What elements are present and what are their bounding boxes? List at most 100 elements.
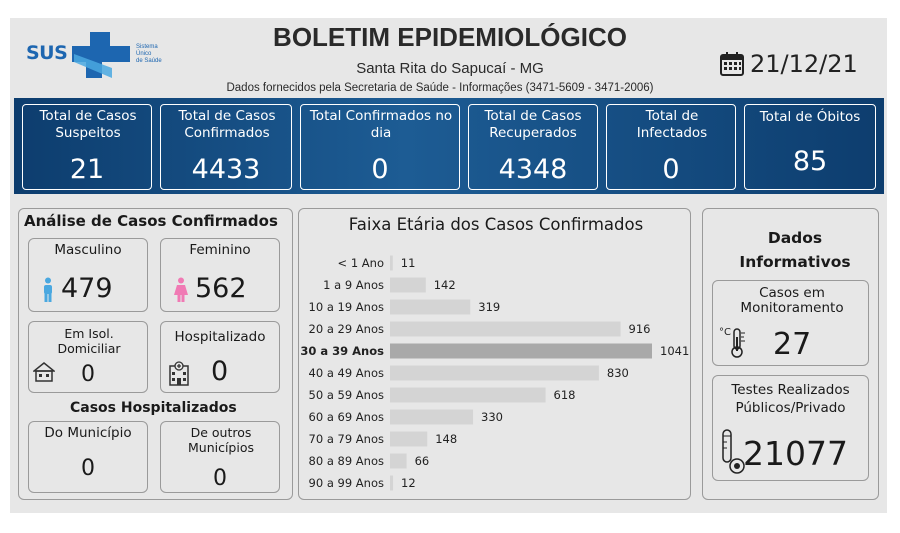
female-card: Feminino 562 xyxy=(160,238,280,312)
age-bar xyxy=(390,365,599,381)
source-note: Dados fornecidos pela Secretaria de Saúd… xyxy=(226,82,654,94)
hospitalized-label: Hospitalizado xyxy=(174,329,266,345)
outros-label: De outros Municípios xyxy=(187,425,254,455)
age-category-label: 1 a 9 Anos xyxy=(323,278,384,292)
house-icon xyxy=(33,362,55,382)
age-category-label: 80 a 89 Anos xyxy=(309,454,384,468)
monitoring-label: Casos em Monitoramento xyxy=(740,285,844,316)
age-bar-value: 148 xyxy=(435,432,457,446)
municipio-value: 0 xyxy=(81,456,95,481)
kpi-value: 4433 xyxy=(191,154,261,185)
kpi-value: 21 xyxy=(69,154,105,185)
age-category-label: 20 a 29 Anos xyxy=(309,322,384,336)
age-category-label: < 1 Ano xyxy=(338,256,384,270)
female-label: Feminino xyxy=(189,242,251,258)
tests-value: 21077 xyxy=(743,434,848,473)
tests-card: Testes Realizados Públicos/Privado 21077 xyxy=(712,375,869,481)
age-category-label: 40 a 49 Anos xyxy=(309,366,384,380)
kpi-value: 85 xyxy=(792,146,828,177)
age-category-label: 10 a 19 Anos xyxy=(309,300,384,314)
date-text: 21/12/21 xyxy=(750,50,858,78)
thermometer-icon: °C xyxy=(719,327,745,358)
age-bar xyxy=(390,453,407,469)
age-bar-chart: < 1 Ano 11 1 a 9 Anos 142 10 a 19 Anos 319 20 … xyxy=(300,255,689,491)
logo-small-3: de Saúde xyxy=(136,58,162,64)
isolation-label: Em Isol. Domiciliar xyxy=(57,326,121,356)
age-bar xyxy=(390,255,393,271)
age-category-label: 60 a 69 Anos xyxy=(309,410,384,424)
kpi-confirmados-dia: Total Confirmados no dia 0 xyxy=(300,104,460,190)
age-bar-value: 618 xyxy=(554,388,576,402)
svg-text:°C: °C xyxy=(719,327,731,338)
age-category-label: 90 a 99 Anos xyxy=(309,476,384,490)
age-category-label: 30 a 39 Anos xyxy=(300,344,384,358)
calendar-icon xyxy=(720,52,744,76)
kpi-label: Total de Infectados xyxy=(636,108,708,141)
logo-small-2: Único xyxy=(136,51,152,57)
test-tube-icon xyxy=(722,429,745,474)
report-date: 21/12/21 xyxy=(718,50,858,78)
kpi-obitos: Total de Óbitos 85 xyxy=(744,104,876,190)
logo-small-1: Sistema xyxy=(136,44,158,50)
kpi-suspeitos: Total de Casos Suspeitos 21 xyxy=(22,104,152,190)
municipio-card: Do Município 0 xyxy=(28,421,148,493)
isolation-card: Em Isol. Domiciliar 0 xyxy=(28,321,148,393)
hospitalized-card: Hospitalizado 0 xyxy=(160,321,280,393)
kpi-label: Total de Casos Recuperados xyxy=(484,108,582,141)
kpi-value: 0 xyxy=(662,154,680,185)
age-bar xyxy=(390,387,546,403)
kpi-infectados: Total de Infectados 0 xyxy=(606,104,736,190)
age-bar-value: 830 xyxy=(607,366,629,380)
municipio-label: Do Município xyxy=(44,425,132,441)
monitoring-value: 27 xyxy=(773,327,812,362)
age-category-label: 70 a 79 Anos xyxy=(309,432,384,446)
age-category-label: 50 a 59 Anos xyxy=(309,388,384,402)
age-bar xyxy=(390,409,474,425)
sus-logo: SUS Sistema Único de Saúde xyxy=(26,30,176,78)
kpi-label: Total de Casos Suspeitos xyxy=(39,108,137,141)
logo-text: SUS xyxy=(26,42,68,64)
age-bar-value: 11 xyxy=(401,256,416,270)
age-bar-value: 319 xyxy=(478,300,500,314)
age-bar xyxy=(390,299,471,315)
kpi-recuperados: Total de Casos Recuperados 4348 xyxy=(468,104,598,190)
age-bar xyxy=(390,343,652,359)
isolation-value: 0 xyxy=(81,362,95,387)
kpi-banner xyxy=(14,98,884,194)
male-value: 479 xyxy=(61,273,113,304)
kpi-label: Total de Casos Confirmados xyxy=(178,108,276,141)
age-bar xyxy=(390,475,394,491)
city-subtitle: Santa Rita do Sapucaí - MG xyxy=(356,60,544,77)
kpi-value: 4348 xyxy=(498,154,568,185)
kpi-label: Total de Óbitos xyxy=(759,109,861,125)
age-bar-value: 12 xyxy=(401,476,416,490)
sus-cross-icon xyxy=(72,32,130,78)
male-label: Masculino xyxy=(54,242,122,258)
male-icon xyxy=(44,277,52,302)
age-bar-value: 142 xyxy=(434,278,456,292)
age-bar xyxy=(390,321,621,337)
hospitalized-value: 0 xyxy=(211,356,229,387)
age-bar xyxy=(390,277,426,293)
female-value: 562 xyxy=(195,273,247,304)
male-card: Masculino 479 xyxy=(28,238,148,312)
outros-card: De outros Municípios 0 xyxy=(160,421,280,493)
female-icon xyxy=(174,277,188,302)
chart-panel xyxy=(298,208,691,500)
tests-label: Testes Realizados Públicos/Privado xyxy=(731,382,850,416)
hospital-icon xyxy=(169,361,189,386)
age-bar-value: 916 xyxy=(629,322,651,336)
hospitalized-title: Casos Hospitalizados xyxy=(70,400,237,416)
kpi-value: 0 xyxy=(371,154,389,185)
chart-title: Faixa Etária dos Casos Confirmados xyxy=(348,215,644,234)
info-title: Dados Informativos xyxy=(739,229,851,271)
kpi-confirmados: Total de Casos Confirmados 4433 xyxy=(160,104,292,190)
monitoring-card: Casos em Monitoramento °C 27 xyxy=(712,280,869,366)
age-bar-value: 330 xyxy=(481,410,503,424)
info-panel xyxy=(702,208,879,500)
page-title: BOLETIM EPIDEMIOLÓGICO xyxy=(273,22,627,52)
age-bar-value: 1041 xyxy=(660,344,689,358)
confirmed-panel xyxy=(18,208,293,500)
age-bar-value: 66 xyxy=(415,454,430,468)
age-bar xyxy=(390,431,428,447)
